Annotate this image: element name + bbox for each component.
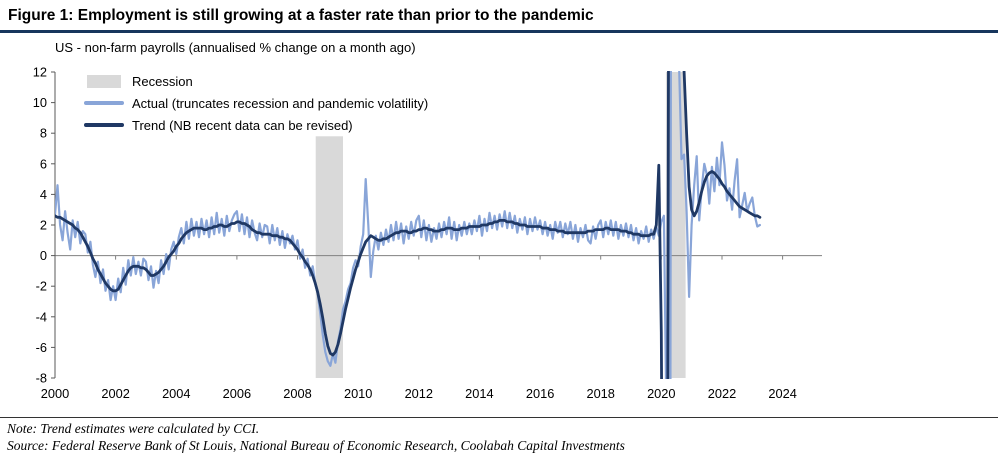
y-tick-label: 6 xyxy=(40,156,47,171)
legend-item-trend: Trend (NB recent data can be revised) xyxy=(84,114,428,136)
x-tick-label: 2022 xyxy=(708,386,736,401)
y-tick-label: -6 xyxy=(36,340,47,355)
y-tick-label: -4 xyxy=(36,309,47,324)
legend-label-recession: Recession xyxy=(132,73,193,89)
x-tick-label: 2018 xyxy=(586,386,614,401)
page-title: Figure 1: Employment is still growing at… xyxy=(8,7,594,24)
x-tick-label: 2006 xyxy=(223,386,251,401)
actual-line-swatch xyxy=(84,101,124,105)
series-line-trend xyxy=(55,71,762,379)
y-tick-label: 0 xyxy=(40,248,47,263)
y-tick-label: 4 xyxy=(40,187,47,202)
x-tick-label: 2004 xyxy=(162,386,190,401)
y-tick-label: 8 xyxy=(40,126,47,141)
x-tick-label: 2014 xyxy=(465,386,493,401)
x-tick-label: 2010 xyxy=(344,386,372,401)
chart-subtitle: US - non-farm payrolls (annualised % cha… xyxy=(55,40,416,55)
recession-swatch xyxy=(87,74,121,88)
legend-item-actual: Actual (truncates recession and pandemic… xyxy=(84,92,428,114)
chart-area: 12 10 8 6 4 2 0 -2 -4 -6 -8 2000 2002 2004 2006 2008 201… xyxy=(0,58,998,408)
trend-line-swatch xyxy=(84,123,124,127)
y-tick-label: 2 xyxy=(40,218,47,233)
legend-label-actual: Actual (truncates recession and pandemic… xyxy=(132,95,429,111)
x-tick-label: 2012 xyxy=(405,386,433,401)
actual-swatch-box xyxy=(84,101,124,105)
note-text: Note: Trend estimates were calculated by… xyxy=(7,421,260,436)
footer-divider xyxy=(0,417,998,418)
x-tick-label: 2016 xyxy=(526,386,554,401)
chart-legend: Recession Actual (truncates recession an… xyxy=(84,70,428,136)
x-tick-label: 2020 xyxy=(647,386,675,401)
recession-swatch-box xyxy=(84,74,124,88)
title-bar: Figure 1: Employment is still growing at… xyxy=(0,0,998,33)
y-tick-label: 12 xyxy=(33,65,47,80)
y-tick-label: 10 xyxy=(33,95,47,110)
source-text: Source: Federal Reserve Bank of St Louis… xyxy=(7,438,625,453)
legend-label-trend: Trend (NB recent data can be revised) xyxy=(132,117,353,133)
y-tick-label: -2 xyxy=(36,279,47,294)
y-tick-label: -8 xyxy=(36,371,47,386)
x-tick-label: 2008 xyxy=(283,386,311,401)
x-tick-label: 2024 xyxy=(768,386,796,401)
series-group xyxy=(55,71,762,379)
trend-swatch-box xyxy=(84,123,124,127)
legend-item-recession: Recession xyxy=(84,70,428,92)
x-tick-label: 2002 xyxy=(101,386,129,401)
x-tick-label: 2000 xyxy=(41,386,69,401)
